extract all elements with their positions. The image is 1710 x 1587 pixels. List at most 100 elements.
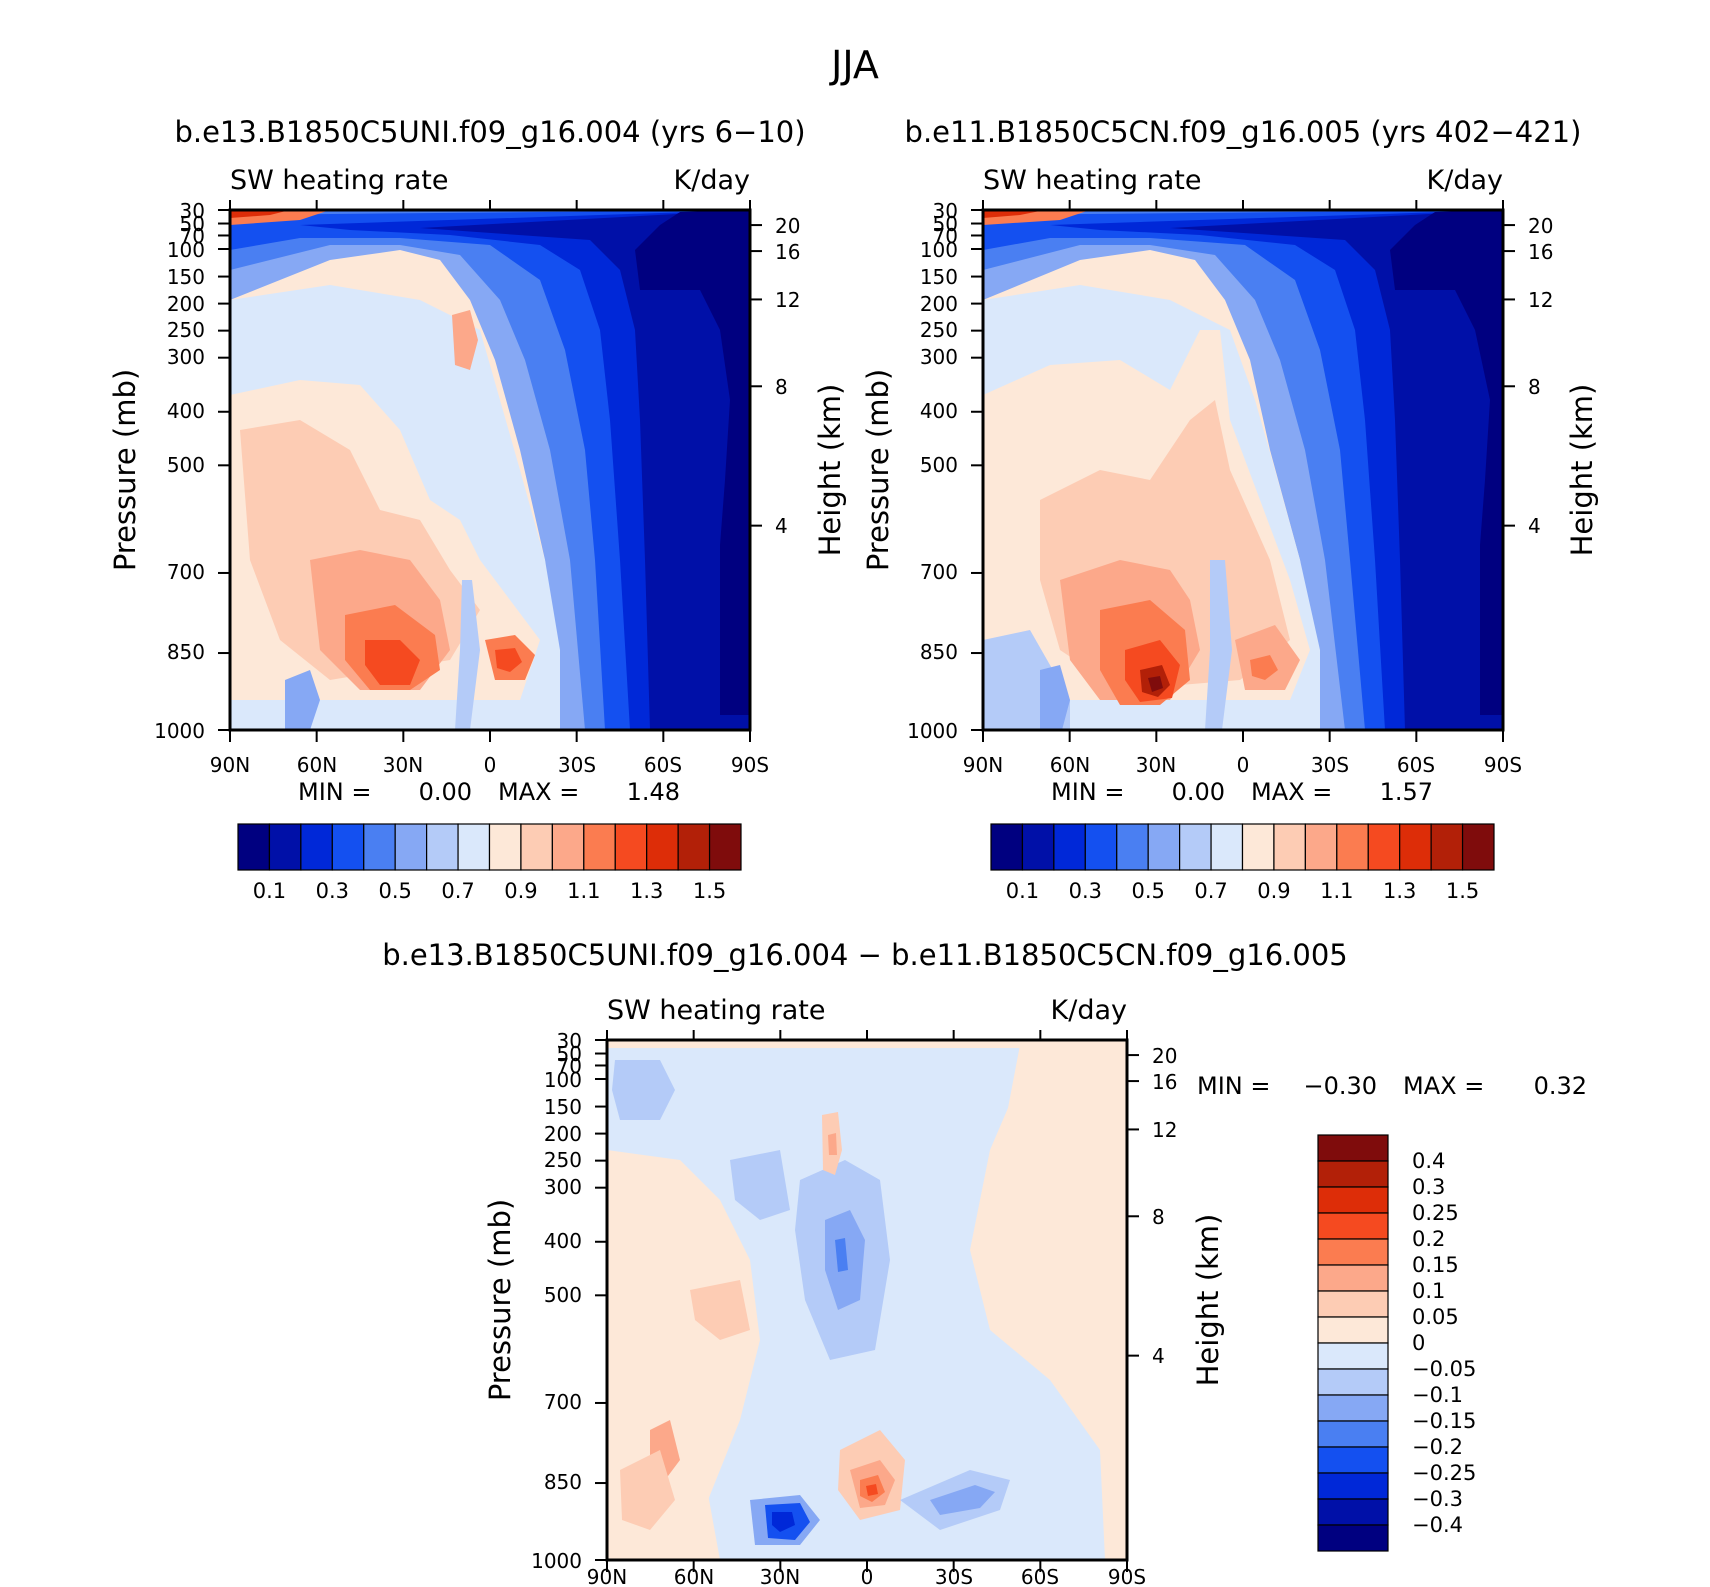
colorbar: 0.1 0.3 0.5 0.7 0.9 1.1 1.3 1.5	[990, 823, 1495, 903]
y-tick-label: 500	[167, 453, 205, 477]
y-tick-label: 100	[544, 1068, 582, 1092]
y-tick-label: 850	[167, 640, 205, 664]
x-tick-label: 90S	[1108, 1565, 1146, 1587]
contour-pos-subtrop	[690, 1280, 750, 1340]
x-axis: 90N 60N 30N 0 30S 60S 90S	[210, 753, 769, 777]
colorbar-label: 1.3	[1383, 879, 1416, 903]
panel-units-label: K/day	[674, 165, 750, 196]
contour-surface-equator	[1205, 560, 1232, 730]
colorbar-swatch	[583, 823, 616, 871]
y2-tick-label: 16	[1528, 240, 1553, 264]
y2-tick-label: 8	[1152, 1205, 1165, 1229]
x-tick-label: 90N	[587, 1565, 627, 1587]
colorbar-label: 0.1	[1412, 1279, 1445, 1303]
colorbar-label: −0.1	[1412, 1383, 1463, 1407]
y2-axis: 20 16 12 8 4	[1152, 1044, 1177, 1368]
contour-pos-west-2	[620, 1450, 675, 1530]
contour-pos-jet-core	[828, 1133, 837, 1155]
x-tick-label: 30S	[935, 1565, 973, 1587]
y-tick-label: 250	[167, 318, 205, 342]
y-tick-label: 30	[557, 1029, 582, 1053]
y-tick-label: 300	[920, 345, 958, 369]
colorbar-swatch	[363, 823, 396, 871]
contour-neg-subtrop	[730, 1150, 790, 1220]
colorbar-label: 0.3	[316, 879, 349, 903]
y-axis-label: Pressure (mb)	[483, 1199, 517, 1401]
y2-tick-label: 20	[775, 214, 800, 238]
colorbar-label: 0.5	[378, 879, 411, 903]
y-tick-label: 300	[544, 1175, 582, 1199]
colorbar-swatch	[1336, 823, 1369, 871]
y-axis: 30 50 70 100 150 200 250 300 400 500 700…	[531, 1029, 582, 1573]
colorbar-swatch	[1461, 823, 1495, 871]
colorbar-swatch	[1317, 1524, 1389, 1552]
min-value: −0.30	[1303, 1072, 1377, 1100]
x-tick-label: 0	[484, 753, 497, 777]
contour-high-east-core	[1250, 655, 1278, 680]
contour-top-heating-core	[230, 210, 290, 218]
x-tick-label: 60S	[1397, 753, 1435, 777]
contour-south-polar	[635, 210, 750, 715]
colorbar-swatch	[331, 823, 365, 871]
x-tick-label: 30S	[558, 753, 596, 777]
y2-tick-label: 8	[775, 375, 788, 399]
panel-variable-label: SW heating rate	[607, 995, 825, 1026]
colorbar-swatch	[1317, 1342, 1389, 1370]
y-axis: 30 50 70 100 150 200 250 300 400 500 700…	[154, 199, 205, 743]
x-tick-label: 30S	[1311, 753, 1349, 777]
colorbar-swatch	[268, 823, 302, 871]
x-tick-label: 60N	[297, 753, 337, 777]
colorbar-label: 1.3	[630, 879, 663, 903]
y-tick-label: 700	[920, 560, 958, 584]
colorbar-swatch	[300, 823, 333, 871]
contour-neg-core	[835, 1238, 848, 1272]
contour-neg-southeast-2	[930, 1485, 995, 1515]
y-tick-label: 30	[933, 199, 958, 223]
colorbar-swatch	[1317, 1316, 1389, 1344]
colorbar-label: 0.3	[1412, 1175, 1445, 1199]
y-tick-label: 70	[180, 224, 205, 248]
x-tick-label: 30N	[1136, 753, 1176, 777]
x-tick-label: 0	[861, 1565, 874, 1587]
panel-units-label: K/day	[1427, 165, 1503, 196]
y-tick-label: 250	[544, 1148, 582, 1172]
y-tick-label: 50	[933, 212, 958, 236]
max-value: 1.57	[1380, 778, 1433, 806]
max-value: 0.32	[1534, 1072, 1587, 1100]
x-tick-label: 90N	[210, 753, 250, 777]
colorbar-label: −0.3	[1412, 1487, 1463, 1511]
panel-title: b.e13.B1850C5UNI.f09_g16.004 (yrs 6−10)	[174, 115, 805, 149]
contour-pos-surface-core	[866, 1484, 878, 1496]
y-tick-label: 200	[544, 1122, 582, 1146]
panel-variable-label: SW heating rate	[983, 165, 1201, 196]
colorbar-swatch	[708, 823, 742, 871]
panel-bottom: b.e13.B1850C5UNI.f09_g16.004 − b.e11.B18…	[382, 938, 1587, 1587]
colorbar-label: −0.05	[1412, 1357, 1476, 1381]
contour-high-3	[365, 640, 420, 685]
colorbar-swatch	[1317, 1420, 1389, 1448]
y-tick-label: 50	[557, 1042, 582, 1066]
colorbar-swatch	[1147, 823, 1181, 871]
y-tick-label: 1000	[531, 1549, 582, 1573]
colorbar-swatch	[1273, 823, 1306, 871]
min-value: 0.00	[419, 778, 472, 806]
y2-axis-label: Height (km)	[1565, 384, 1599, 557]
contour-pos-top	[607, 1040, 1127, 1048]
contour-south-3	[1050, 210, 1503, 730]
y-tick-label: 500	[544, 1283, 582, 1307]
y2-tick-label: 4	[1528, 514, 1541, 538]
contour-high-east-core	[495, 648, 522, 672]
y-tick-label: 700	[167, 560, 205, 584]
colorbar-label: 0.15	[1412, 1253, 1459, 1277]
colorbar-swatch	[426, 823, 459, 871]
y-tick-label: 1000	[907, 719, 958, 743]
colorbar-swatch	[1317, 1238, 1389, 1266]
colorbar-swatch	[457, 823, 491, 871]
colorbar-label: 1.5	[1446, 879, 1479, 903]
contour-neg-surface-core	[772, 1512, 795, 1532]
colorbar-label: −0.4	[1412, 1513, 1463, 1537]
y2-tick-label: 20	[1152, 1044, 1177, 1068]
y2-tick-label: 12	[1528, 288, 1553, 312]
colorbar-swatch	[1179, 823, 1212, 871]
colorbar-swatch	[1317, 1212, 1389, 1240]
